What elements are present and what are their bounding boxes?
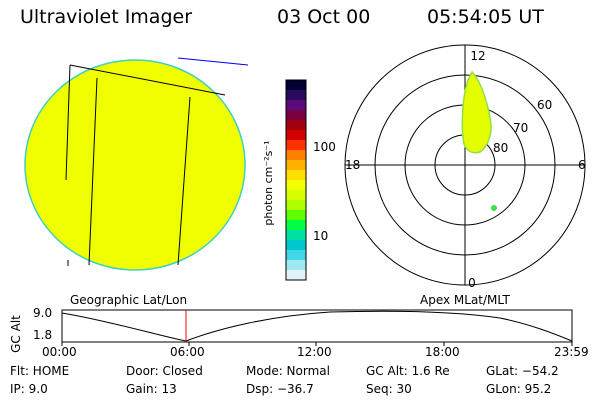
ip-value: IP: 9.0 [10, 382, 48, 396]
colorbar-cell [286, 220, 306, 231]
orbit-track [177, 57, 249, 66]
spot-marker [491, 205, 497, 211]
colorbar: photon cm⁻²s⁻¹ [262, 79, 307, 281]
colorbar-cell [286, 190, 306, 201]
colorbar-cell [286, 260, 306, 271]
colorbar-cell [286, 160, 306, 171]
lat-label-60: 60 [537, 98, 552, 112]
colorbar-tick-10: 10 [313, 229, 329, 243]
time-label: 05:54:05 UT [427, 6, 544, 28]
altitude-plot: GC Alt [9, 309, 573, 353]
instrument-title: Ultraviolet Imager [20, 6, 193, 28]
mode-status: Mode: Normal [246, 364, 330, 378]
mlt-label-18: 18 [345, 158, 360, 172]
earth-disk [24, 59, 246, 271]
sequence-value: Seq: 30 [366, 382, 412, 396]
door-status: Door: Closed [126, 364, 203, 378]
time-tick-1800: 18:00 [425, 345, 460, 359]
gc-altitude: GC Alt: 1.6 Re [366, 364, 450, 378]
polar-plot: 12 0 18 6 60 70 80 [344, 44, 586, 290]
geographic-label: Geographic Lat/Lon [70, 293, 188, 307]
time-tick-0000: 00:00 [42, 345, 77, 359]
altitude-axis-label: GC Alt [9, 315, 23, 353]
mlt-label-0: 0 [468, 276, 476, 290]
gain-value: Gain: 13 [126, 382, 177, 396]
dsp-value: Dsp: −36.7 [246, 382, 314, 396]
colorbar-cell [286, 170, 306, 181]
colorbar-cell [286, 200, 306, 211]
colorbar-cell [286, 130, 306, 141]
geo-longitude: GLon: 95.2 [486, 382, 552, 396]
colorbar-cell [286, 150, 306, 161]
lat-lon-grid [65, 64, 226, 266]
auroral-oval [461, 70, 492, 154]
colorbar-cell [286, 80, 306, 91]
altitude-tick-9: 9.0 [33, 306, 53, 320]
apex-label: Apex MLat/MLT [420, 293, 510, 307]
altitude-curve [61, 310, 573, 342]
mlt-label-12: 12 [470, 49, 485, 63]
time-tick-2359: 23:59 [554, 345, 589, 359]
time-tick-1200: 12:00 [297, 345, 332, 359]
colorbar-cell [286, 270, 306, 281]
colorbar-cell [286, 140, 306, 151]
colorbar-cell [286, 120, 306, 131]
colorbar-cell [286, 180, 306, 191]
flight-status: Flt: HOME [10, 364, 70, 378]
colorbar-cell [286, 250, 306, 261]
colorbar-cell [286, 210, 306, 221]
altitude-tick-1-8: 1.8 [33, 328, 53, 342]
altitude-frame [61, 309, 573, 343]
colorbar-cell [286, 100, 306, 111]
time-tick-0600: 06:00 [170, 345, 205, 359]
colorbar-unit-label: photon cm⁻²s⁻¹ [262, 140, 275, 225]
colorbar-cell [286, 230, 306, 241]
colorbar-tick-100: 100 [313, 140, 336, 154]
earth-image [24, 57, 249, 271]
colorbar-cell [286, 240, 306, 251]
colorbar-cell [286, 90, 306, 101]
geo-latitude: GLat: −54.2 [486, 364, 559, 378]
lat-label-70: 70 [513, 121, 528, 135]
date-label: 03 Oct 00 [277, 6, 371, 28]
colorbar-cell [286, 110, 306, 121]
mlt-label-6: 6 [578, 158, 586, 172]
lat-label-80: 80 [493, 141, 508, 155]
